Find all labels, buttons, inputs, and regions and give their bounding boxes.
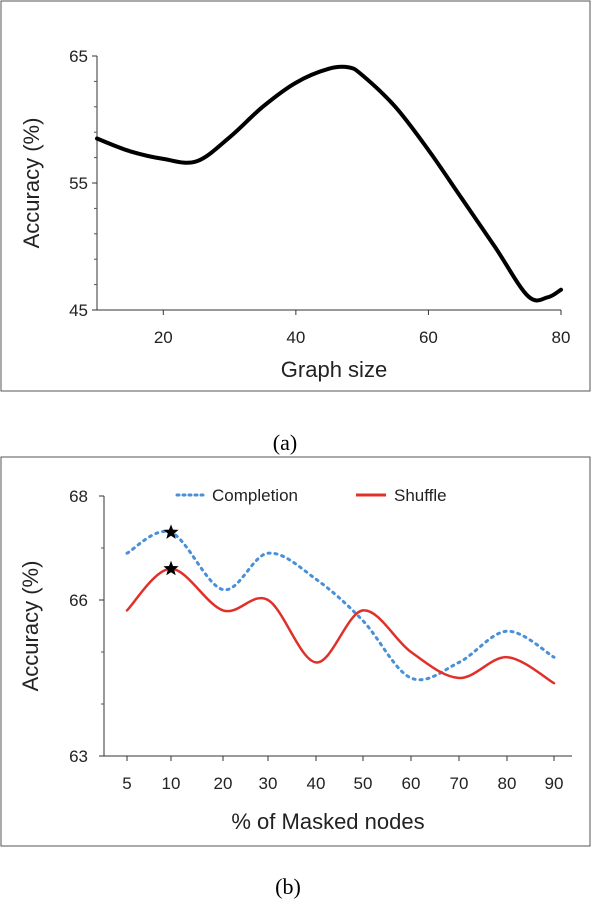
- legend-shuffle-label: Shuffle: [394, 486, 447, 505]
- chart-a-lines: [95, 64, 563, 303]
- chart-a-y-axis-title: Accuracy (%): [19, 118, 44, 249]
- chart-a-x-tick-label: 20: [154, 328, 173, 347]
- chart-b-x-tick-label: 60: [402, 774, 421, 793]
- chart-b-x-tick-label: 70: [450, 774, 469, 793]
- chart-b-lines: [125, 529, 556, 685]
- chart-b-caption: (b): [275, 874, 301, 899]
- chart-b: 63 66 68 5 10 20 30 40 50 60 70 80 90 Completion Shu…: [0, 456, 591, 847]
- chart-a-y-tick-label: 65: [69, 47, 88, 66]
- chart-a-y-tick-label: 45: [69, 301, 88, 320]
- chart-a-x-axis-title: Graph size: [281, 357, 387, 382]
- chart-b-x-tick-label: 50: [354, 774, 373, 793]
- chart-a-x-tick-label: 80: [552, 328, 571, 347]
- chart-a: 45 55 65 20 40 60 80 Graph size Accuracy (%): [0, 0, 591, 392]
- chart-b-x-tick-label: 10: [162, 774, 181, 793]
- chart-b-y-tick-label: 66: [69, 591, 88, 610]
- chart-a-y-tick-label: 55: [69, 174, 88, 193]
- chart-b-markers: [163, 524, 179, 576]
- chart-b-legend: Completion Shuffle: [175, 486, 447, 505]
- chart-a-frame: [0, 0, 591, 392]
- chart-b-star-marker: [163, 524, 179, 539]
- chart-b-ticks: 63 66 68 5 10 20 30 40 50 60 70 80 90: [69, 487, 563, 793]
- chart-b-series-line-shuffle: [125, 567, 556, 685]
- chart-b-frame: [0, 456, 591, 847]
- chart-b-y-tick-label: 68: [69, 487, 88, 506]
- chart-a-caption: (a): [273, 430, 297, 455]
- legend-completion-label: Completion: [212, 486, 298, 505]
- chart-a-x-tick-label: 40: [286, 328, 305, 347]
- chart-b-x-tick-label: 5: [122, 774, 131, 793]
- chart-b-y-tick-label: 63: [69, 747, 88, 766]
- chart-b-x-tick-label: 30: [259, 774, 278, 793]
- chart-a-ticks: 45 55 65 20 40 60 80: [69, 47, 570, 347]
- chart-b-star-marker: [163, 560, 179, 576]
- chart-b-x-tick-label: 90: [545, 774, 564, 793]
- chart-b-x-tick-label: 20: [214, 774, 233, 793]
- chart-a-x-tick-label: 60: [419, 328, 438, 347]
- chart-b-series-line-completion: [125, 529, 556, 682]
- chart-a-series-line: [95, 64, 563, 303]
- chart-b-x-tick-label: 80: [498, 774, 517, 793]
- chart-b-x-axis-title: % of Masked nodes: [231, 809, 424, 834]
- chart-b-y-axis-title: Accuracy (%): [18, 561, 43, 692]
- chart-b-x-tick-label: 40: [307, 774, 326, 793]
